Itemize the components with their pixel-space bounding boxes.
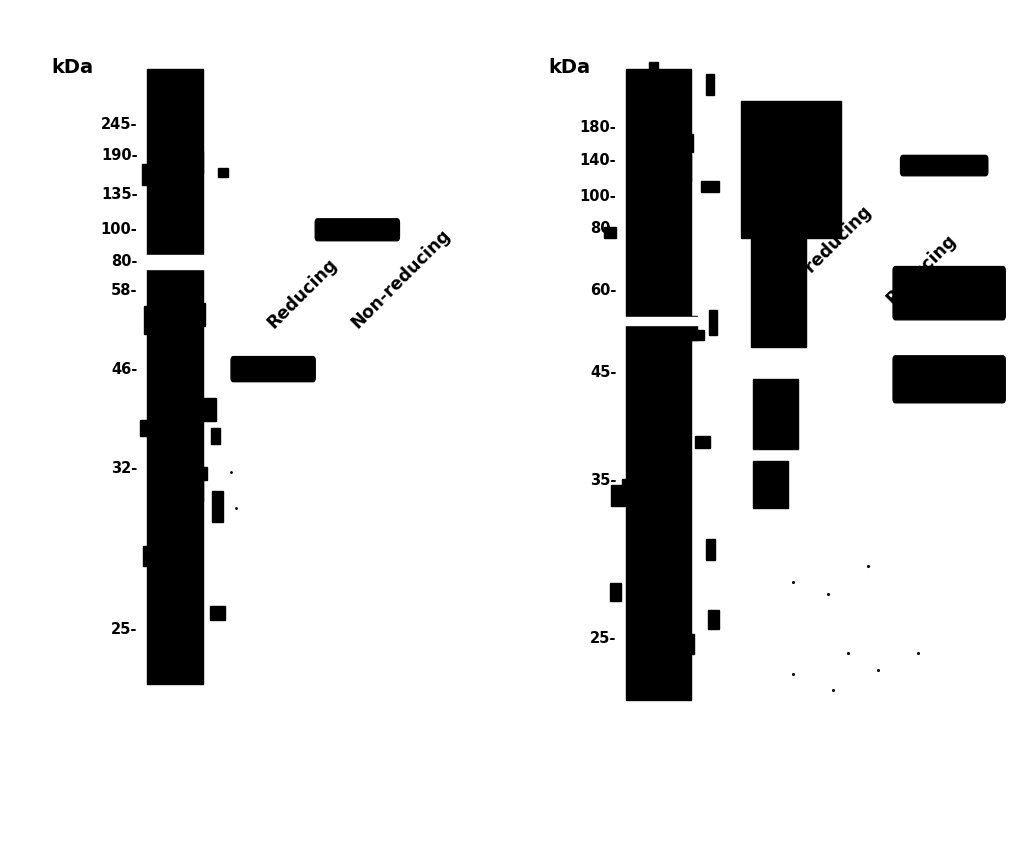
Text: kDa: kDa: [548, 58, 590, 77]
Bar: [637, 645, 646, 655]
Text: 180-: 180-: [580, 121, 617, 135]
Bar: [677, 635, 694, 654]
Bar: [654, 224, 670, 232]
Text: Reducing: Reducing: [883, 231, 960, 308]
Bar: [197, 466, 208, 480]
Bar: [185, 335, 195, 351]
Text: 32-: 32-: [111, 461, 138, 476]
Bar: [144, 306, 150, 334]
Bar: [168, 365, 179, 380]
Bar: [168, 128, 185, 147]
Bar: [147, 69, 203, 684]
Bar: [181, 551, 187, 575]
Bar: [211, 427, 220, 443]
Bar: [218, 168, 227, 177]
Bar: [695, 436, 710, 448]
Bar: [156, 248, 169, 265]
Text: 135-: 135-: [101, 187, 138, 202]
Bar: [645, 260, 650, 283]
Bar: [668, 166, 678, 196]
Bar: [741, 100, 841, 237]
Text: Reducing: Reducing: [264, 254, 341, 332]
Bar: [649, 62, 658, 92]
Bar: [670, 156, 690, 165]
Text: 60-: 60-: [590, 283, 617, 299]
Bar: [754, 460, 788, 508]
Bar: [143, 545, 155, 566]
Bar: [622, 479, 639, 491]
Text: 80-: 80-: [590, 220, 617, 236]
Bar: [212, 491, 223, 523]
Bar: [655, 180, 660, 200]
Text: 35-: 35-: [590, 473, 617, 488]
FancyBboxPatch shape: [316, 219, 400, 241]
Text: 58-: 58-: [111, 283, 138, 299]
Text: 190-: 190-: [101, 148, 138, 163]
Text: 45-: 45-: [590, 365, 617, 380]
Bar: [154, 283, 160, 300]
Bar: [617, 317, 701, 325]
Bar: [751, 237, 806, 347]
Bar: [157, 261, 174, 283]
Bar: [628, 191, 647, 200]
Bar: [194, 481, 203, 501]
Bar: [176, 268, 182, 279]
Bar: [169, 608, 179, 633]
Text: 100-: 100-: [580, 189, 617, 203]
Bar: [188, 225, 192, 246]
Text: kDa: kDa: [51, 58, 94, 77]
Bar: [705, 74, 714, 94]
Bar: [173, 414, 183, 439]
Bar: [187, 583, 196, 601]
Text: 140-: 140-: [580, 153, 617, 168]
Bar: [167, 251, 183, 271]
Bar: [683, 155, 691, 181]
Bar: [635, 74, 649, 96]
FancyBboxPatch shape: [893, 356, 1005, 403]
FancyBboxPatch shape: [901, 156, 988, 176]
Bar: [754, 379, 799, 449]
Bar: [634, 490, 649, 500]
Bar: [610, 583, 621, 601]
Bar: [612, 485, 630, 506]
Bar: [177, 283, 183, 311]
Bar: [140, 420, 148, 436]
Bar: [701, 181, 720, 191]
Bar: [197, 397, 216, 421]
Bar: [142, 163, 151, 185]
Text: 25-: 25-: [111, 621, 138, 637]
Bar: [604, 227, 616, 237]
Bar: [652, 216, 665, 226]
Bar: [160, 199, 174, 224]
Bar: [183, 333, 187, 364]
Bar: [690, 316, 697, 340]
Bar: [651, 540, 662, 562]
Bar: [188, 151, 204, 173]
Text: 25-: 25-: [590, 631, 617, 646]
Bar: [707, 609, 720, 629]
Bar: [138, 254, 213, 269]
Text: Non-reducing: Non-reducing: [347, 226, 454, 332]
Bar: [706, 540, 715, 559]
Text: 46-: 46-: [111, 362, 138, 377]
Bar: [709, 311, 718, 335]
Bar: [626, 69, 691, 700]
Text: Non-reducing: Non-reducing: [769, 202, 875, 308]
FancyBboxPatch shape: [893, 266, 1005, 320]
Text: 100-: 100-: [101, 222, 138, 237]
Bar: [678, 134, 693, 152]
Bar: [155, 405, 170, 436]
Text: 80-: 80-: [111, 254, 138, 269]
Bar: [192, 303, 206, 327]
FancyBboxPatch shape: [231, 357, 316, 381]
Bar: [210, 606, 225, 620]
Text: 245-: 245-: [101, 117, 138, 132]
Bar: [688, 330, 704, 340]
Bar: [666, 584, 674, 611]
Bar: [650, 192, 661, 212]
Bar: [664, 613, 678, 644]
